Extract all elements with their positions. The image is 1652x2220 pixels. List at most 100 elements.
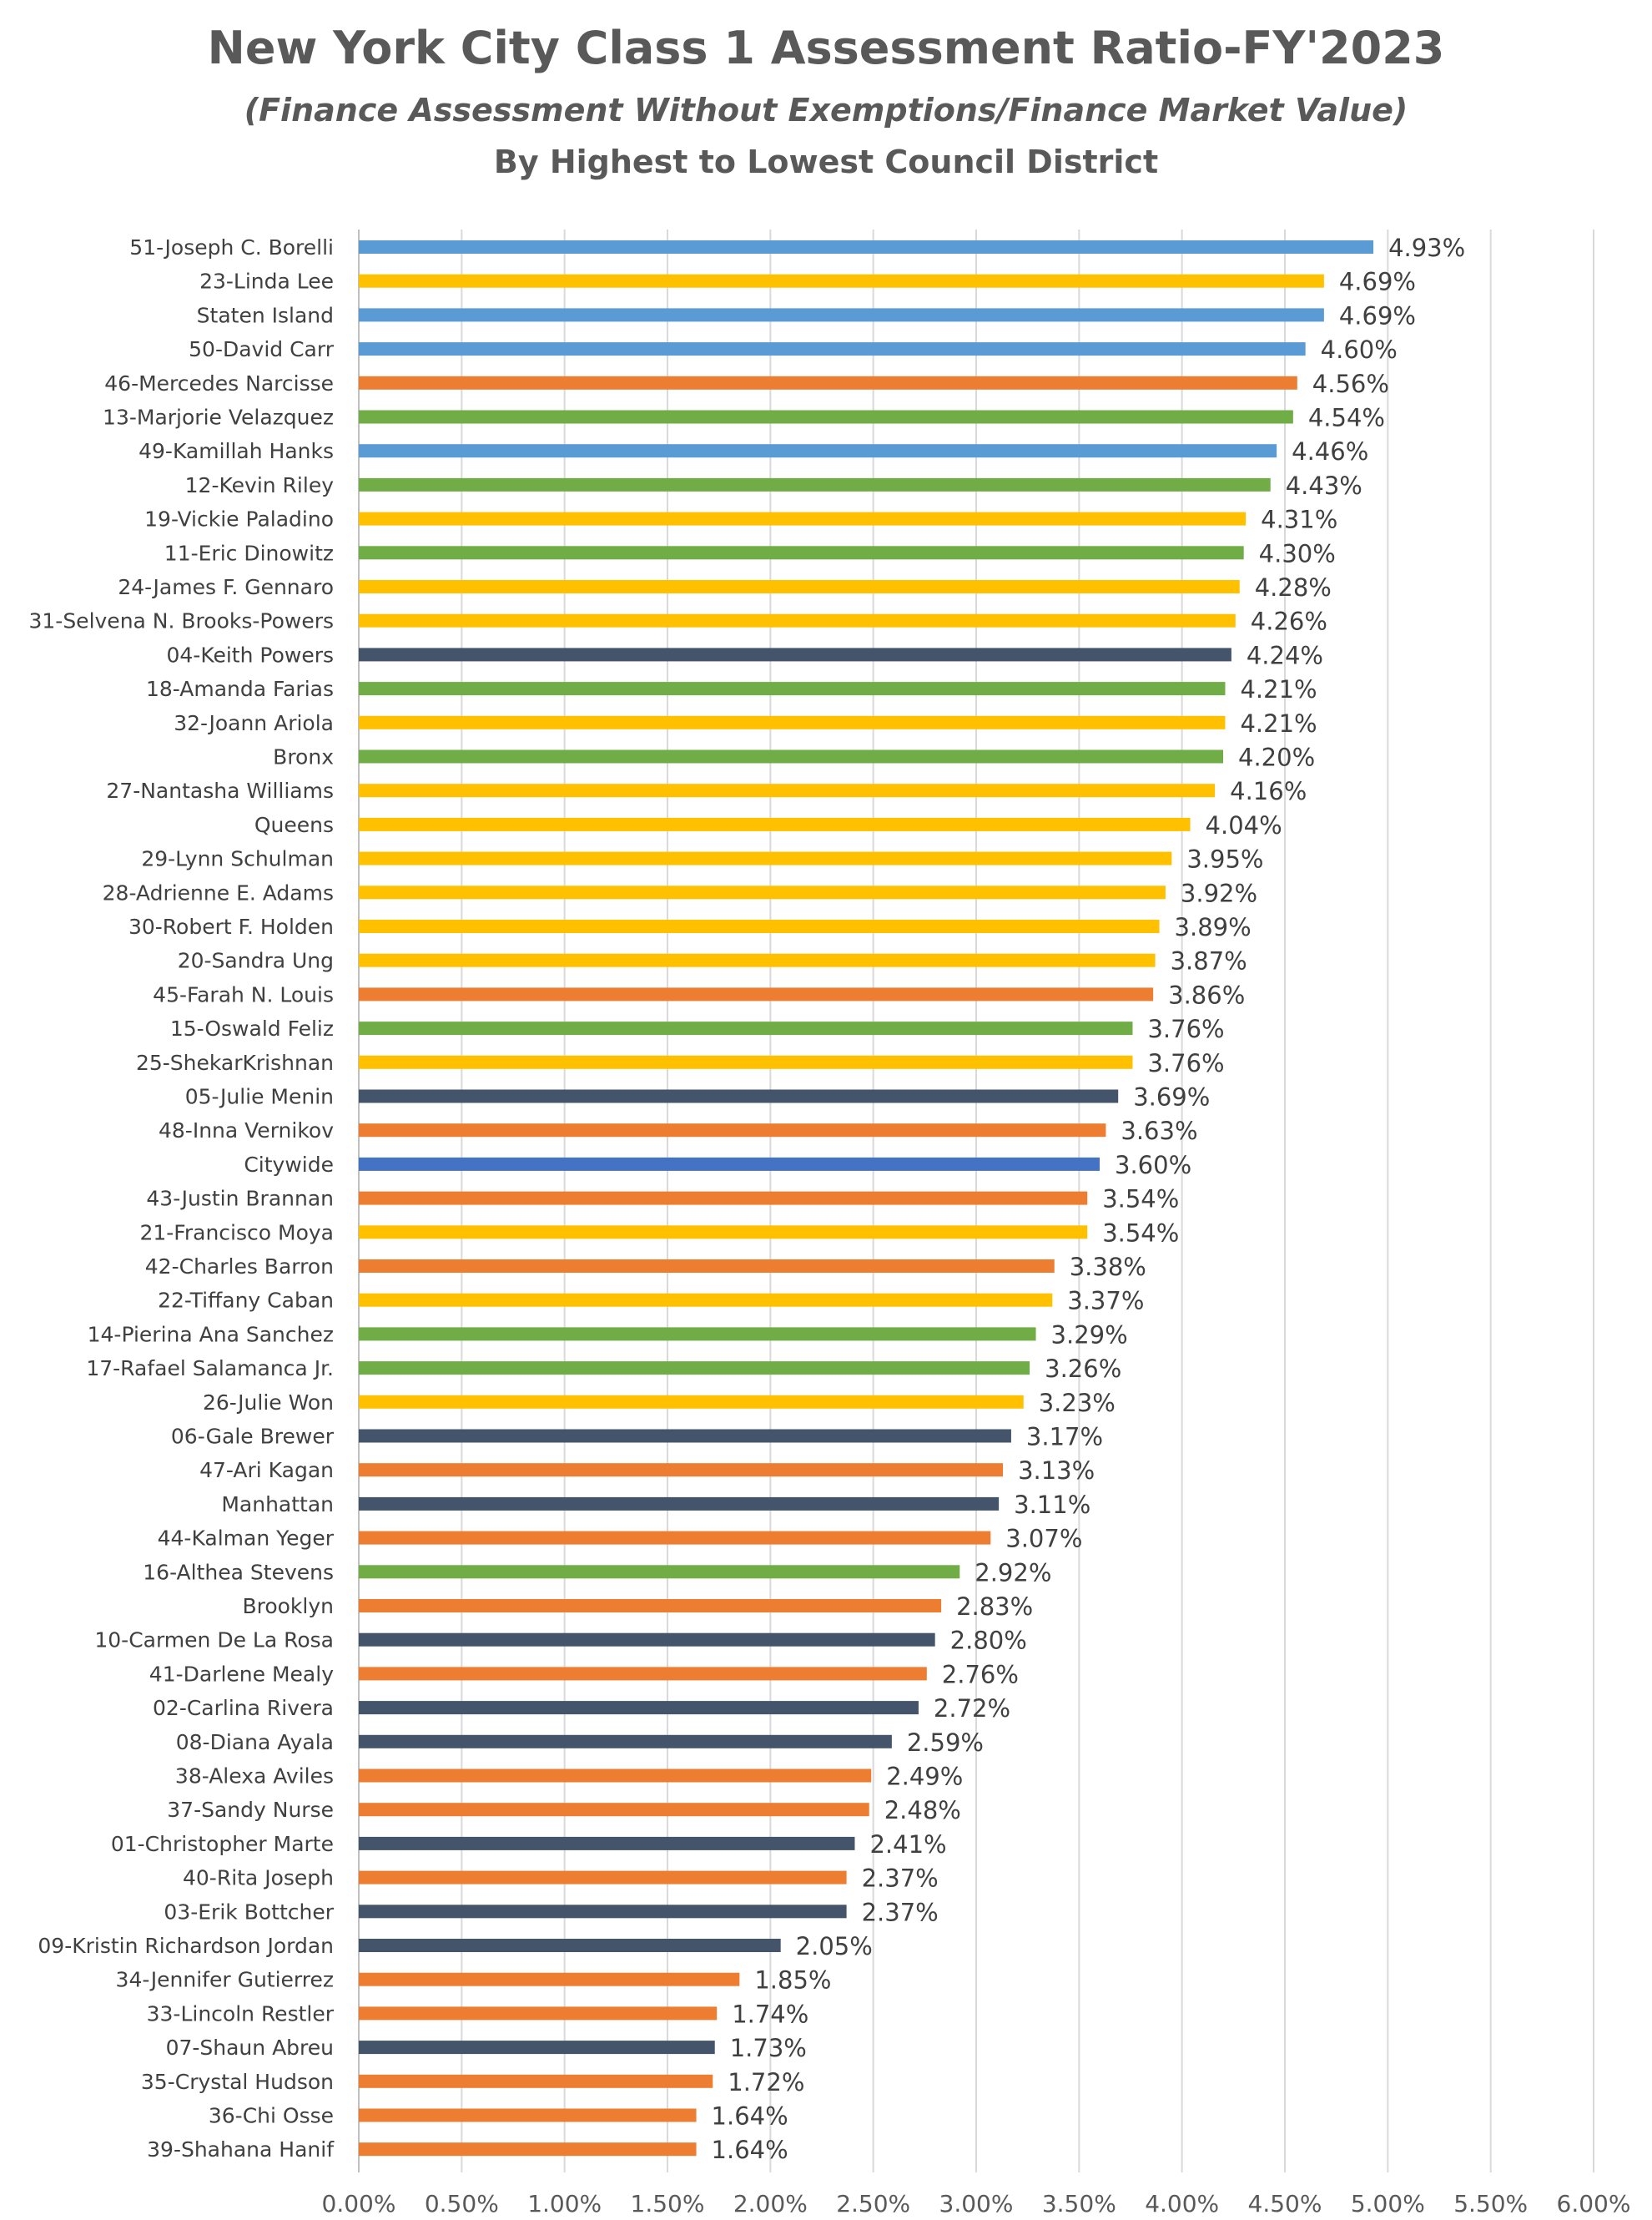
- bar: [359, 953, 1156, 967]
- category-label: 19-Vickie Paladino: [144, 507, 334, 532]
- data-label: 3.17%: [1026, 1423, 1103, 1451]
- category-label: 01-Christopher Marte: [111, 1832, 334, 1856]
- chart-title: New York City Class 1 Assessment Ratio-F…: [207, 22, 1445, 74]
- bar: [359, 1327, 1036, 1341]
- data-label: 3.13%: [1018, 1456, 1095, 1485]
- data-label: 4.60%: [1321, 336, 1398, 364]
- bar: [359, 1734, 892, 1748]
- category-label: 46-Mercedes Narcisse: [104, 371, 334, 396]
- data-label: 3.23%: [1039, 1389, 1116, 1417]
- category-label: 09-Kristin Richardson Jordan: [38, 1934, 334, 1958]
- data-label: 4.04%: [1206, 811, 1282, 840]
- bar: [359, 274, 1324, 288]
- category-label: 40-Rita Joseph: [183, 1866, 334, 1890]
- category-label: 07-Shaun Abreu: [166, 2036, 334, 2060]
- category-label: Manhattan: [221, 1492, 334, 1516]
- bar: [359, 580, 1240, 593]
- category-label: 45-Farah N. Louis: [153, 982, 334, 1007]
- bar: [359, 1022, 1133, 1036]
- data-label: 1.64%: [712, 2102, 788, 2131]
- bar: [359, 1599, 942, 1612]
- data-label: 2.41%: [869, 1830, 946, 1859]
- bar: [359, 1429, 1011, 1443]
- bar: [359, 1225, 1088, 1239]
- data-label: 2.49%: [886, 1763, 963, 1791]
- x-tick-label: 0.50%: [425, 2190, 499, 2217]
- category-label: 32-Joann Ariola: [174, 711, 334, 735]
- category-label: 28-Adrienne E. Adams: [103, 880, 334, 905]
- data-label: 1.64%: [712, 2136, 788, 2164]
- category-label: 36-Chi Osse: [209, 2104, 334, 2128]
- bar: [359, 682, 1226, 696]
- data-label: 2.37%: [862, 1864, 939, 1893]
- category-label: 27-Nantasha Williams: [106, 779, 334, 803]
- data-label: 4.20%: [1238, 744, 1315, 772]
- category-label: 51-Joseph C. Borelli: [129, 235, 334, 260]
- x-tick-label: 3.50%: [1042, 2190, 1116, 2217]
- bar: [359, 1361, 1030, 1375]
- x-tick-label: 5.00%: [1351, 2190, 1425, 2217]
- category-label: 04-Keith Powers: [166, 643, 334, 667]
- bar: [359, 2041, 715, 2055]
- bar: [359, 1939, 781, 1952]
- data-label: 3.63%: [1121, 1117, 1197, 1145]
- category-label: 25-ShekarKrishnan: [136, 1051, 334, 1075]
- bar: [359, 512, 1247, 526]
- x-tick-label: 3.00%: [939, 2190, 1014, 2217]
- data-label: 4.93%: [1388, 234, 1465, 262]
- category-label: 26-Julie Won: [203, 1390, 334, 1415]
- bar: [359, 1259, 1055, 1273]
- category-label: 43-Justin Brannan: [146, 1187, 334, 1211]
- bar: [359, 784, 1216, 798]
- category-label: 13-Marjorie Velazquez: [103, 406, 334, 430]
- x-tick-label: 1.00%: [527, 2190, 602, 2217]
- data-label: 4.21%: [1240, 709, 1317, 738]
- category-label: Staten Island: [197, 303, 334, 327]
- data-label: 3.69%: [1133, 1083, 1210, 1112]
- category-label: 17-Rafael Salamanca Jr.: [86, 1356, 334, 1380]
- bar: [359, 1870, 847, 1884]
- data-label: 1.85%: [754, 1966, 831, 1995]
- data-label: 2.80%: [950, 1627, 1027, 1655]
- category-label: Citywide: [244, 1153, 334, 1177]
- category-label: 47-Ari Kagan: [199, 1458, 334, 1482]
- category-label: 24-James F. Gennaro: [118, 575, 334, 599]
- bars: [359, 240, 1374, 2157]
- category-label: 05-Julie Menin: [185, 1085, 334, 1109]
- bar: [359, 1632, 935, 1647]
- category-label: 48-Inna Vernikov: [159, 1118, 334, 1143]
- x-tick-label: 1.50%: [631, 2190, 705, 2217]
- category-label: 21-Francisco Moya: [139, 1220, 334, 1244]
- data-label: 4.31%: [1261, 506, 1337, 534]
- data-label: 3.38%: [1070, 1253, 1146, 1281]
- data-label: 4.69%: [1339, 268, 1416, 296]
- bar: [359, 648, 1231, 662]
- bar: [359, 477, 1271, 492]
- category-label: 29-Lynn Schulman: [141, 847, 334, 871]
- data-label: 3.54%: [1102, 1185, 1179, 1213]
- bar: [359, 1463, 1004, 1477]
- category-label: 02-Carlina Rivera: [153, 1696, 334, 1720]
- category-label: 22-Tiffany Caban: [158, 1289, 334, 1313]
- data-label: 1.74%: [732, 2000, 808, 2028]
- data-label: 3.26%: [1045, 1355, 1121, 1383]
- bar: [359, 1395, 1024, 1409]
- category-label: 11-Eric Dinowitz: [164, 541, 334, 565]
- bar: [359, 1157, 1100, 1171]
- category-label: 03-Erik Bottcher: [164, 1900, 334, 1924]
- bar: [359, 444, 1277, 458]
- data-label: 3.37%: [1067, 1287, 1144, 1315]
- data-label: 2.48%: [884, 1796, 961, 1824]
- bar: [359, 342, 1306, 356]
- bar: [359, 1803, 869, 1817]
- bar: [359, 376, 1297, 390]
- bar: [359, 817, 1191, 831]
- bar: [359, 1293, 1053, 1307]
- data-label: 2.92%: [975, 1558, 1051, 1587]
- bar: [359, 2108, 697, 2122]
- bar: [359, 715, 1226, 729]
- chart-subtitle: (Finance Assessment Without Exemptions/F…: [244, 92, 1408, 129]
- x-axis-ticks: 0.00% 0.50% 1.00% 1.50% 2.00% 2.50% 3.00% 3.50%…: [322, 2190, 1631, 2217]
- category-label: 15-Oswald Feliz: [170, 1017, 334, 1041]
- bar: [359, 1667, 927, 1681]
